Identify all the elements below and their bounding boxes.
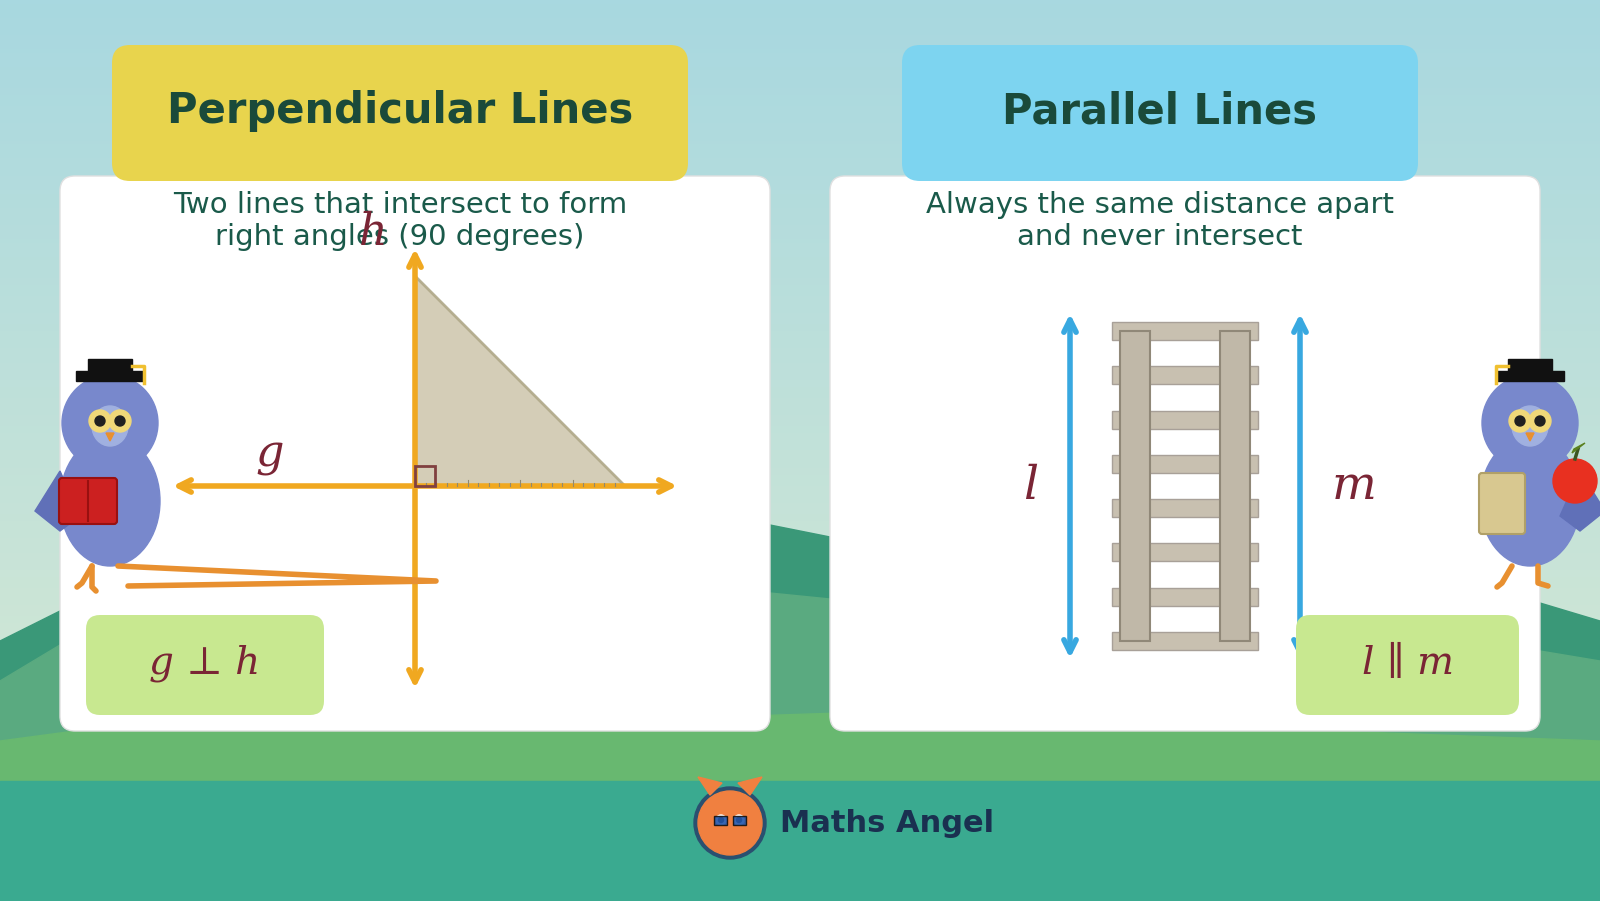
Polygon shape — [1560, 471, 1600, 531]
Polygon shape — [0, 581, 1600, 901]
Text: g: g — [256, 432, 285, 476]
Text: g ⊥ h: g ⊥ h — [149, 644, 261, 682]
Bar — [1112, 632, 1258, 650]
Bar — [77, 371, 144, 381]
Circle shape — [1530, 410, 1550, 432]
Polygon shape — [541, 591, 720, 901]
Bar — [1120, 331, 1150, 641]
Ellipse shape — [61, 436, 160, 566]
Bar — [733, 816, 746, 825]
Text: Maths Angel: Maths Angel — [781, 808, 994, 838]
Ellipse shape — [93, 406, 128, 446]
Text: Always the same distance apart
and never intersect: Always the same distance apart and never… — [926, 191, 1394, 251]
Bar — [88, 359, 131, 371]
Bar — [1112, 411, 1258, 429]
Bar — [1112, 499, 1258, 517]
Bar — [714, 816, 726, 825]
Bar — [1496, 371, 1565, 381]
Bar — [1221, 331, 1250, 641]
Polygon shape — [0, 521, 1600, 901]
Circle shape — [94, 416, 106, 426]
Bar — [1507, 359, 1552, 371]
FancyBboxPatch shape — [902, 45, 1418, 181]
Text: Parallel Lines: Parallel Lines — [1003, 90, 1317, 132]
Circle shape — [90, 410, 110, 432]
FancyBboxPatch shape — [61, 176, 770, 731]
Polygon shape — [1526, 433, 1534, 441]
Polygon shape — [106, 433, 114, 441]
Bar — [1112, 367, 1258, 385]
Bar — [1112, 322, 1258, 340]
Text: h: h — [358, 211, 387, 254]
Text: Two lines that intersect to form
right angles (90 degrees): Two lines that intersect to form right a… — [173, 191, 627, 251]
Circle shape — [109, 410, 131, 432]
Text: Perpendicular Lines: Perpendicular Lines — [166, 90, 634, 132]
Ellipse shape — [1480, 436, 1581, 566]
Circle shape — [718, 817, 723, 823]
FancyBboxPatch shape — [830, 176, 1539, 731]
Circle shape — [1515, 416, 1525, 426]
Ellipse shape — [1512, 406, 1549, 446]
FancyBboxPatch shape — [86, 615, 323, 715]
Text: m: m — [1331, 463, 1376, 509]
Polygon shape — [414, 276, 626, 486]
Circle shape — [1554, 459, 1597, 503]
FancyBboxPatch shape — [1478, 473, 1525, 534]
Circle shape — [694, 787, 766, 859]
FancyBboxPatch shape — [1296, 615, 1518, 715]
Circle shape — [1509, 410, 1531, 432]
Circle shape — [717, 815, 726, 825]
Polygon shape — [35, 471, 80, 531]
Circle shape — [734, 815, 744, 825]
Circle shape — [1534, 416, 1546, 426]
Polygon shape — [738, 777, 762, 795]
Polygon shape — [698, 777, 722, 795]
Circle shape — [736, 817, 741, 823]
Text: l: l — [1022, 463, 1038, 509]
FancyBboxPatch shape — [59, 478, 117, 524]
Circle shape — [62, 375, 158, 471]
Polygon shape — [0, 701, 1600, 901]
Text: l ∥ m: l ∥ m — [1362, 644, 1454, 681]
Bar — [1112, 455, 1258, 473]
Circle shape — [115, 416, 125, 426]
Polygon shape — [1571, 443, 1586, 453]
Bar — [414, 466, 435, 486]
FancyBboxPatch shape — [112, 45, 688, 181]
Bar — [1112, 587, 1258, 605]
Bar — [1112, 543, 1258, 561]
Circle shape — [698, 791, 762, 855]
Circle shape — [1482, 375, 1578, 471]
